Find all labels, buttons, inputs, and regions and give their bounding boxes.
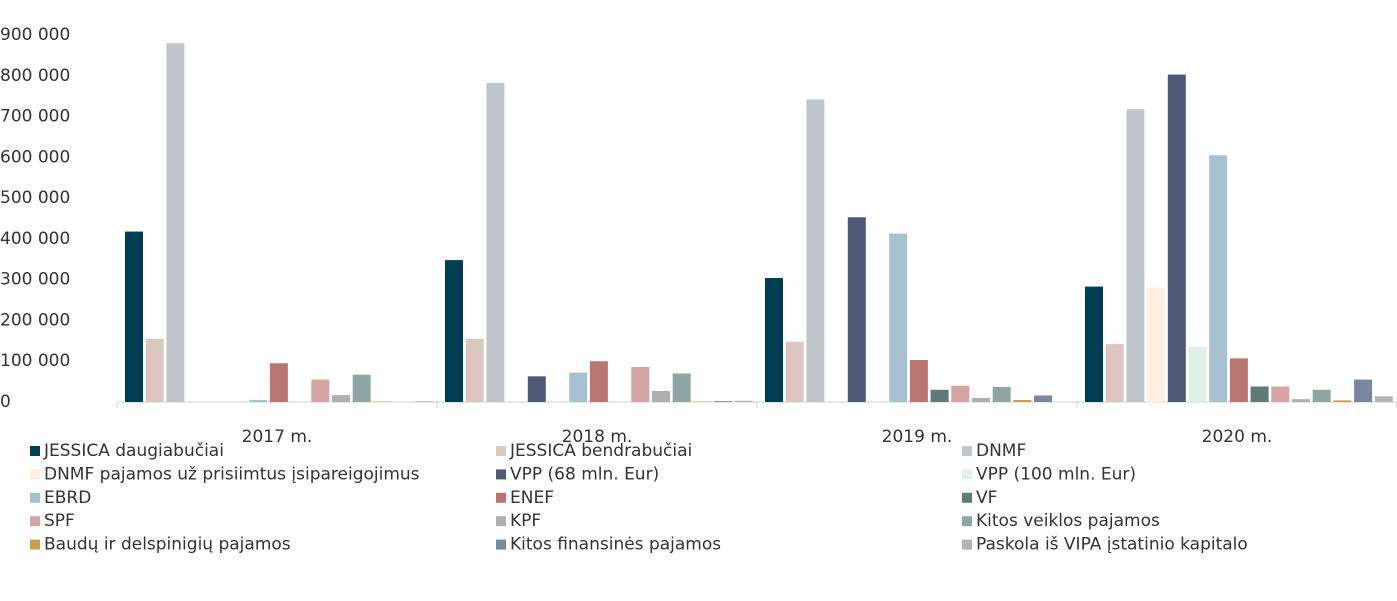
y-tick-label: 600 000 [0,147,70,167]
bar [785,341,804,402]
bar [930,389,949,402]
bar [569,372,588,402]
legend-swatch [962,446,972,456]
y-tick-label: 0 [0,392,11,412]
bar [465,338,484,402]
bar [414,401,433,402]
legend-label: SPF [44,511,75,531]
bar [652,390,670,402]
bar [1312,389,1331,402]
bar [909,359,928,402]
bar [145,338,164,402]
bar [1147,287,1166,402]
legend-label: Paskola iš VIPA įstatinio kapitalo [976,535,1248,555]
bar [332,395,350,402]
legend-swatch [30,516,40,527]
bar [1354,379,1373,402]
legend-label: VPP (100 mln. Eur) [976,464,1136,484]
bar [1229,358,1248,402]
bar [589,361,608,402]
bar [951,385,970,402]
bar [1126,109,1145,403]
bar [714,401,733,402]
bar [269,363,288,402]
y-tick-label: 400 000 [0,229,70,249]
x-tick-label: 2017 m. [242,427,313,447]
bar [311,379,330,402]
legend-swatch [962,516,972,527]
bar [889,233,908,402]
x-tick-label: 2020 m. [1202,427,1273,447]
legend-swatch [496,492,506,503]
bar [445,260,463,402]
x-tick-label: 2018 m. [562,427,633,447]
bar [249,399,268,402]
legend-swatch [30,446,40,456]
y-tick-label: 700 000 [0,107,70,127]
bar [486,83,505,403]
bar [972,397,990,402]
y-tick-label: 500 000 [0,188,70,208]
legend-swatch [30,539,40,550]
legend-label: VPP (68 mln. Eur) [510,464,659,484]
bar [672,373,691,402]
bar [1188,346,1207,402]
legend-swatch [496,469,506,480]
x-tick-label: 2019 m. [882,427,953,447]
bar [1034,395,1053,402]
bar [1209,155,1228,402]
legend-label: JESSICA bendrabučiai [509,441,692,461]
legend-label: ENEF [510,488,554,508]
legend-label: Kitos veiklos pajamos [976,511,1160,531]
legend-swatch [962,539,972,550]
bar [1105,344,1124,402]
legend-swatch [30,492,40,503]
legend-swatch [496,539,506,550]
bar [1374,396,1393,402]
bar [847,217,866,402]
y-tick-label: 900 000 [0,25,70,45]
legend-label: Baudų ir delspinigių pajamos [44,535,291,555]
bar [527,376,546,402]
legend-swatch [496,446,506,456]
legend-label: KPF [510,511,541,531]
bar [734,400,753,402]
legend-swatch [496,516,506,527]
y-tick-label: 800 000 [0,66,70,86]
legend-swatch [962,469,972,480]
bar [166,43,185,403]
legend-label: VF [976,488,997,508]
y-tick-label: 100 000 [0,351,70,371]
bar [992,386,1011,402]
bar [806,99,825,402]
bar [352,374,371,402]
legend-label: DNMF pajamos už prisiimtus įsipareigojim… [44,464,420,484]
y-tick-label: 300 000 [0,270,70,290]
bar [125,231,143,402]
bar [1250,386,1269,402]
bar [1292,399,1310,402]
legend-label: Kitos finansinės pajamos [510,535,721,555]
bar [1167,74,1186,402]
bar [631,366,650,402]
bar [1333,400,1352,402]
bar [1013,399,1032,402]
y-tick-label: 200 000 [0,310,70,330]
legend-swatch [962,492,972,503]
legend-label: DNMF [976,441,1026,461]
legend-label: JESSICA daugiabučiai [43,441,224,461]
legend-label: EBRD [44,488,91,508]
bar [1271,386,1290,402]
bar [765,278,783,402]
legend-swatch [30,469,40,480]
bar [1085,286,1103,402]
